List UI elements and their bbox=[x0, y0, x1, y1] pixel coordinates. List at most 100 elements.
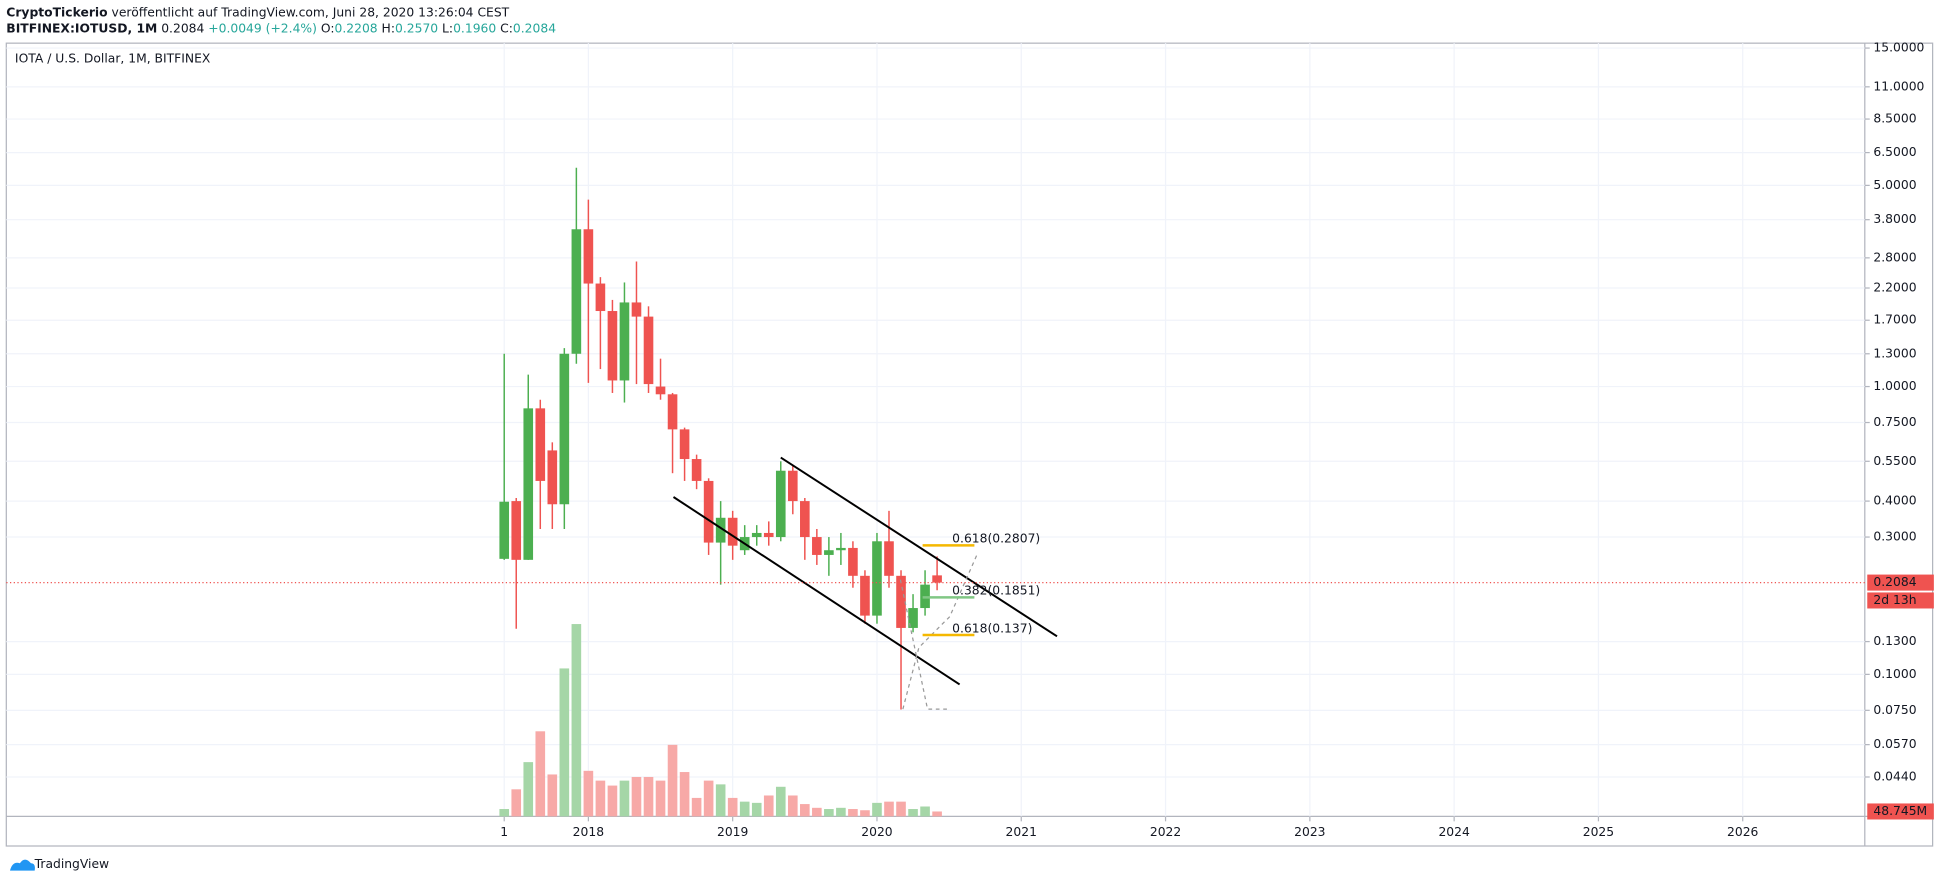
candle-body bbox=[932, 575, 942, 583]
candle-body bbox=[631, 302, 642, 317]
frame bbox=[5, 42, 1934, 847]
y-tick-label: 6.5000 bbox=[1873, 145, 1916, 159]
candle-body bbox=[679, 429, 690, 460]
candle-body bbox=[715, 517, 726, 543]
candle-body bbox=[571, 229, 582, 354]
fib-label: 0.382(0.1851) bbox=[952, 584, 1040, 598]
logo bbox=[10, 859, 35, 871]
volume-bar bbox=[691, 797, 702, 817]
candle-body bbox=[523, 408, 534, 560]
x-tick-label: 1 bbox=[500, 825, 508, 839]
volume-bar bbox=[751, 802, 762, 817]
quote-line: BITFINEX:IOTUSD, 1M 0.2084 +0.0049 (+2.4… bbox=[6, 21, 556, 35]
candles bbox=[499, 167, 942, 710]
quote-label: C: bbox=[500, 21, 513, 35]
x-tick-label: 2026 bbox=[1727, 825, 1759, 839]
author: CryptoTickerio bbox=[6, 5, 107, 19]
drawings bbox=[672, 456, 1058, 710]
volume-bar bbox=[607, 785, 618, 817]
legend-title: IOTA / U.S. Dollar, 1M, BITFINEX bbox=[15, 52, 211, 66]
y-tick-label: 1.0000 bbox=[1873, 379, 1916, 393]
candle-body bbox=[667, 394, 678, 430]
volume-bar bbox=[884, 801, 894, 817]
candle-body bbox=[848, 547, 858, 576]
volume-bar bbox=[535, 731, 546, 817]
volume-bar bbox=[920, 806, 930, 817]
candle-body bbox=[812, 537, 822, 555]
y-tick-label: 5.0000 bbox=[1873, 178, 1916, 192]
y-tick-label: 0.7500 bbox=[1873, 415, 1916, 429]
quote-value: 0.2208 bbox=[335, 21, 378, 35]
candle-body bbox=[884, 541, 894, 576]
symbol: BITFINEX:IOTUSD, 1M bbox=[6, 21, 157, 35]
volume-bar bbox=[812, 807, 822, 817]
candle-body bbox=[824, 550, 834, 555]
y-tick-label: 0.4000 bbox=[1873, 494, 1916, 508]
published: veröffentlicht auf TradingView.com, Juni… bbox=[112, 5, 510, 19]
candle-body bbox=[800, 501, 810, 538]
y-tick-label: 0.1000 bbox=[1873, 667, 1916, 681]
annotations: 0.618(0.2807) 0.382(0.1851) 0.618(0.137) bbox=[922, 532, 1040, 637]
last: 0.2084 bbox=[161, 21, 204, 35]
volume-bar bbox=[655, 780, 666, 817]
volume-bar bbox=[763, 795, 774, 817]
volume-bar bbox=[571, 624, 582, 817]
y-tick-label: 0.0750 bbox=[1873, 703, 1916, 717]
volume-bar bbox=[896, 801, 906, 817]
volume-bar bbox=[583, 770, 594, 817]
candle-body bbox=[836, 547, 846, 551]
volume-bar bbox=[872, 802, 882, 817]
x-tick-label: 2019 bbox=[717, 825, 748, 839]
y-tick-label: 15.0000 bbox=[1873, 41, 1924, 55]
y-tick-label: 1.7000 bbox=[1873, 313, 1916, 327]
y-tick-label: 0.0570 bbox=[1873, 737, 1916, 751]
volume-bar bbox=[559, 668, 570, 817]
quote-value: 0.2570 bbox=[395, 21, 438, 35]
candle-body bbox=[595, 283, 606, 312]
quote-label: L: bbox=[442, 21, 453, 35]
last-price-box bbox=[1867, 574, 1934, 591]
quote-label: H: bbox=[382, 21, 395, 35]
last-price-label: 0.2084 bbox=[1873, 575, 1916, 589]
candle-body bbox=[908, 608, 918, 628]
quote-value: 0.1960 bbox=[453, 21, 496, 35]
footer: TradingView bbox=[10, 857, 109, 871]
candle-body bbox=[860, 575, 870, 616]
volume-bar bbox=[787, 795, 798, 817]
countdown-label: 2d 13h bbox=[1873, 593, 1916, 607]
x-tick-label: 2024 bbox=[1438, 825, 1470, 839]
y-tick-label: 8.5000 bbox=[1873, 112, 1916, 126]
candle-body bbox=[775, 470, 786, 538]
candle-body bbox=[787, 470, 798, 502]
y-tick-label: 0.5500 bbox=[1873, 454, 1916, 468]
volume-pane bbox=[499, 624, 942, 817]
x-tick-label: 2018 bbox=[573, 825, 604, 839]
brand: TradingView bbox=[34, 857, 110, 871]
y-tick-label: 3.8000 bbox=[1873, 212, 1916, 226]
y-tick-label: 0.3000 bbox=[1873, 530, 1916, 544]
publish-line: CryptoTickerio veröffentlicht auf Tradin… bbox=[6, 5, 509, 19]
x-tick-label: 2023 bbox=[1294, 825, 1325, 839]
countdown-box bbox=[1867, 592, 1934, 609]
volume-bar bbox=[739, 801, 750, 817]
y-tick-label: 0.0440 bbox=[1873, 769, 1916, 783]
volume-bar bbox=[619, 780, 630, 817]
candle-body bbox=[655, 386, 666, 395]
volume-bar bbox=[800, 804, 810, 817]
y-tick-label: 11.0000 bbox=[1873, 79, 1924, 93]
channel-upper bbox=[780, 456, 1058, 638]
volume-bar bbox=[631, 776, 642, 817]
x-tick-label: 2021 bbox=[1006, 825, 1037, 839]
volume-bar bbox=[908, 809, 918, 817]
axes: 15.000011.00008.50006.50005.00003.80002.… bbox=[6, 41, 1934, 839]
x-tick-label: 2020 bbox=[861, 825, 893, 839]
volume-bar bbox=[727, 797, 738, 817]
volume-bar bbox=[667, 744, 678, 817]
volume-bar bbox=[499, 809, 510, 817]
y-tick-label: 2.8000 bbox=[1873, 250, 1916, 264]
candle-body bbox=[547, 450, 558, 505]
candle-body bbox=[511, 501, 522, 560]
volume-last-box bbox=[1867, 803, 1934, 820]
candle-body bbox=[619, 302, 630, 381]
candle-body bbox=[751, 532, 762, 538]
